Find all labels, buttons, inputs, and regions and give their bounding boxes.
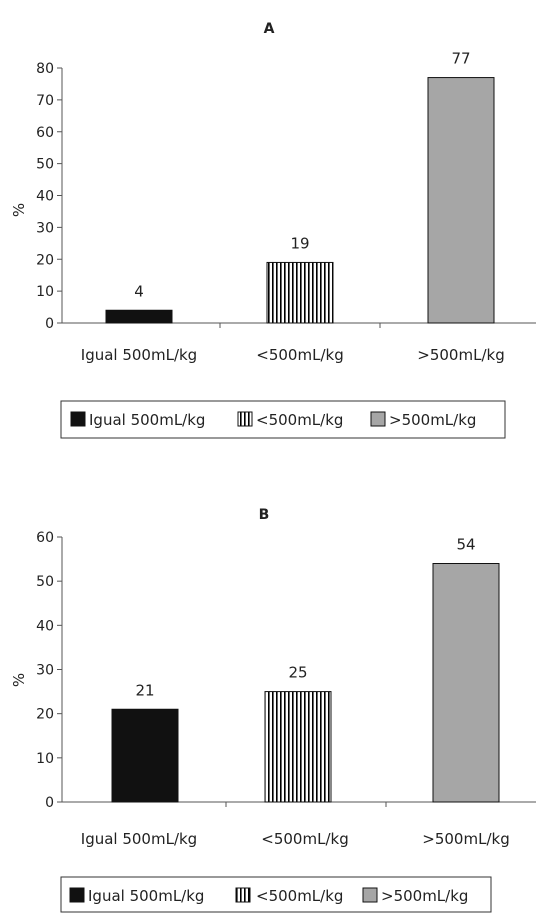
chart-a-legend-entry: >500mL/kg <box>389 411 476 429</box>
chart-a-bars <box>105 77 495 324</box>
chart-b-category-label: >500mL/kg <box>422 830 509 848</box>
chart-b-bar <box>264 691 332 803</box>
chart-b-y-tick-label: 60 <box>36 530 54 546</box>
chart-a-bar <box>266 261 334 324</box>
chart-a-y-tick-label: 0 <box>45 316 54 332</box>
chart-a-title: A <box>264 21 275 37</box>
chart-a-x-axis: Igual 500mL/kg <500mL/kg >500mL/kg <box>62 322 536 364</box>
chart-b-category-label: <500mL/kg <box>261 830 348 848</box>
chart-b-data-labels: 21 25 54 <box>135 536 475 700</box>
chart-a-y-tick-label: 20 <box>36 252 54 268</box>
chart-a-y-tick-label: 40 <box>36 189 54 205</box>
chart-a-y-tick-label: 50 <box>36 157 54 173</box>
chart-b-y-ticks: 0 10 20 30 40 50 60 <box>36 530 62 811</box>
chart-b-title: B <box>259 507 270 523</box>
chart-a-legend: Igual 500mL/kg <500mL/kg >500mL/kg <box>60 400 506 439</box>
chart-b-data-label: 54 <box>456 536 475 554</box>
chart-a-legend-box <box>60 400 506 439</box>
chart-b-bar <box>111 708 179 803</box>
chart-a: A % 0 10 20 30 40 50 60 70 80 Igual 500mL/kg <50… <box>10 21 536 439</box>
chart-b-y-tick-label: 0 <box>45 795 54 811</box>
chart-b-legend-box <box>60 876 492 913</box>
chart-a-legend-entry: <500mL/kg <box>256 411 343 429</box>
chart-a-legend-swatch <box>370 411 386 427</box>
chart-b-y-tick-label: 30 <box>36 663 54 679</box>
chart-a-data-label: 4 <box>134 282 144 300</box>
chart-b-y-tick-label: 10 <box>36 751 54 767</box>
chart-b-y-axis-label: % <box>10 673 28 687</box>
chart-a-legend-entry: Igual 500mL/kg <box>89 411 205 429</box>
chart-b-legend: Igual 500mL/kg <500mL/kg >500mL/kg <box>60 876 492 913</box>
chart-b-legend-swatch <box>235 887 251 903</box>
chart-a-legend-swatch <box>237 411 253 427</box>
chart-a-y-tick-label: 10 <box>36 284 54 300</box>
chart-b-x-axis: Igual 500mL/kg <500mL/kg >500mL/kg <box>62 801 536 848</box>
chart-a-category-labels: Igual 500mL/kg <500mL/kg >500mL/kg <box>81 346 505 364</box>
chart-a-data-labels: 4 19 77 <box>134 50 470 301</box>
chart-a-y-tick-label: 70 <box>36 93 54 109</box>
chart-b-legend-entry: <500mL/kg <box>256 887 343 905</box>
chart-b-bar <box>432 563 500 803</box>
chart-a-bar <box>105 309 173 324</box>
chart-a-category-label: <500mL/kg <box>256 346 343 364</box>
chart-b-data-label: 21 <box>135 681 154 699</box>
chart-b-y-tick-label: 20 <box>36 707 54 723</box>
chart-b-data-label: 25 <box>288 664 307 682</box>
chart-a-y-tick-label: 30 <box>36 220 54 236</box>
chart-b-bars <box>111 563 500 803</box>
chart-a-bar <box>427 77 495 324</box>
chart-a-legend-swatch <box>70 411 86 427</box>
chart-a-x-ticks <box>219 323 381 328</box>
chart-b-category-label: Igual 500mL/kg <box>81 830 197 848</box>
chart-b-legend-swatch <box>362 887 378 903</box>
chart-b-x-ticks <box>225 802 387 807</box>
chart-b-y-axis: 0 10 20 30 40 50 60 <box>36 530 63 811</box>
chart-b-y-tick-label: 40 <box>36 618 54 634</box>
chart-b: B % 0 10 20 30 40 50 60 Igual 500mL/kg <500mL/… <box>10 507 536 913</box>
chart-b-category-labels: Igual 500mL/kg <500mL/kg >500mL/kg <box>81 830 510 848</box>
chart-a-y-ticks: 0 10 20 30 40 50 60 70 80 <box>36 61 62 332</box>
chart-a-data-label: 77 <box>451 50 470 68</box>
chart-a-y-axis-label: % <box>10 203 28 217</box>
chart-a-data-label: 19 <box>290 234 309 252</box>
chart-a-category-label: Igual 500mL/kg <box>81 346 197 364</box>
chart-a-y-tick-label: 60 <box>36 125 54 141</box>
chart-a-y-axis: 0 10 20 30 40 50 60 70 80 <box>36 61 63 332</box>
chart-b-y-tick-label: 50 <box>36 574 54 590</box>
chart-b-legend-swatch <box>69 887 85 903</box>
chart-b-legend-entry: >500mL/kg <box>381 887 468 905</box>
chart-b-legend-entry: Igual 500mL/kg <box>88 887 204 905</box>
chart-a-category-label: >500mL/kg <box>417 346 504 364</box>
chart-a-y-tick-label: 80 <box>36 61 54 77</box>
